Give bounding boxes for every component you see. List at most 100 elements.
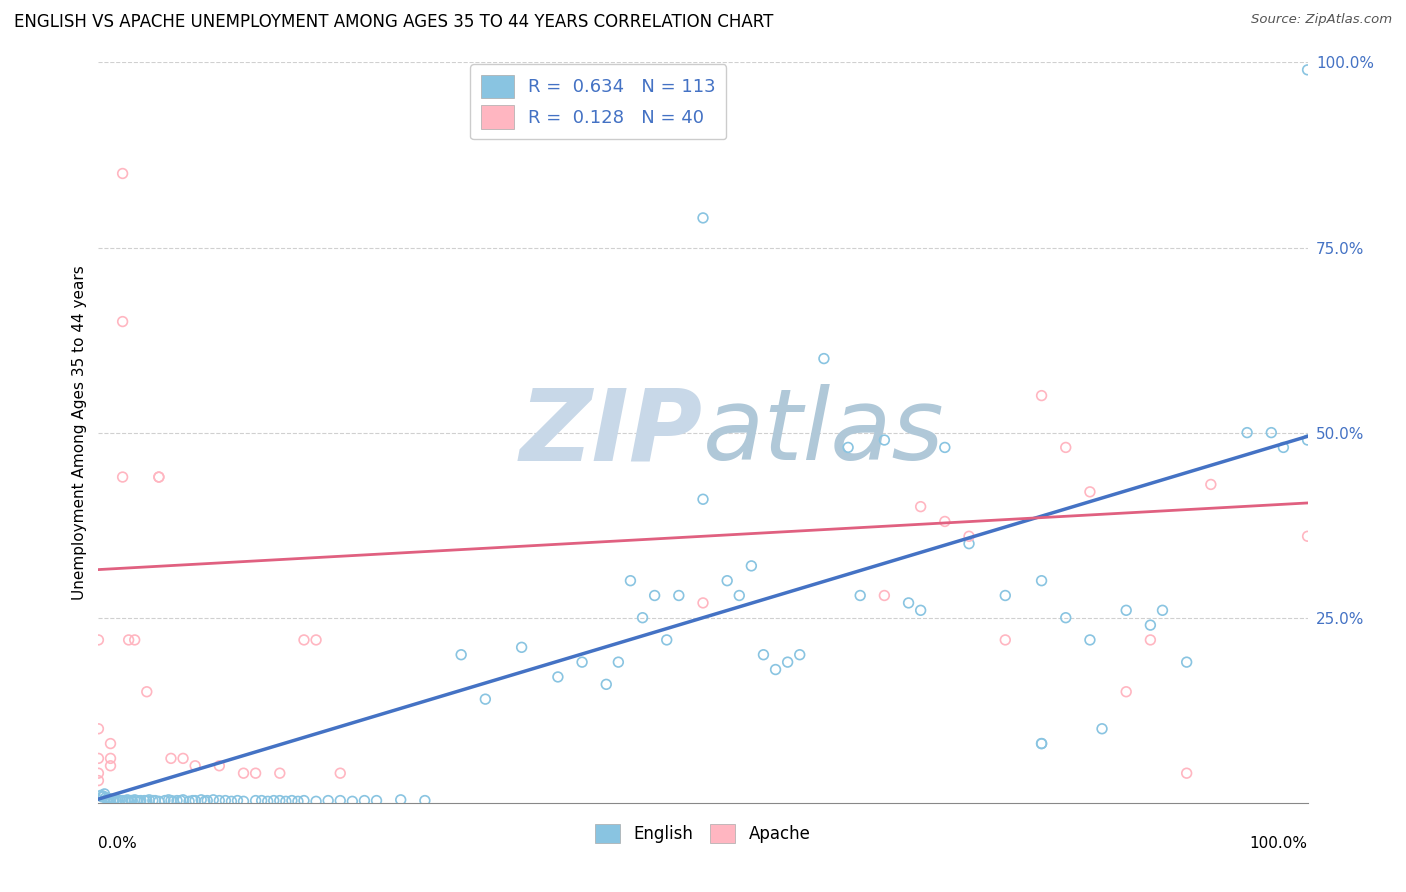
Point	[111, 166, 134, 180]
Point	[668, 589, 690, 603]
Point	[957, 529, 980, 543]
Point	[157, 793, 180, 807]
Point	[1139, 618, 1161, 632]
Point	[100, 792, 122, 806]
Point	[111, 794, 134, 808]
Point	[100, 751, 122, 765]
Point	[256, 794, 278, 808]
Point	[96, 792, 118, 806]
Point	[607, 655, 630, 669]
Text: 100.0%: 100.0%	[1250, 836, 1308, 851]
Point	[547, 670, 569, 684]
Point	[107, 793, 129, 807]
Text: ZIP: ZIP	[520, 384, 703, 481]
Point	[934, 441, 956, 455]
Point	[142, 794, 165, 808]
Point	[111, 314, 134, 328]
Legend: English, Apache: English, Apache	[589, 817, 817, 850]
Point	[87, 632, 110, 647]
Point	[692, 211, 714, 225]
Point	[873, 589, 896, 603]
Point	[1296, 62, 1319, 77]
Point	[957, 536, 980, 550]
Point	[595, 677, 617, 691]
Text: atlas: atlas	[703, 384, 945, 481]
Point	[87, 773, 110, 788]
Point	[450, 648, 472, 662]
Point	[127, 794, 149, 808]
Point	[353, 794, 375, 808]
Point	[100, 758, 122, 772]
Point	[245, 794, 267, 808]
Y-axis label: Unemployment Among Ages 35 to 44 years: Unemployment Among Ages 35 to 44 years	[72, 265, 87, 600]
Text: Source: ZipAtlas.com: Source: ZipAtlas.com	[1251, 13, 1392, 27]
Point	[202, 793, 225, 807]
Point	[98, 793, 121, 807]
Point	[1175, 766, 1198, 780]
Point	[232, 766, 254, 780]
Text: ENGLISH VS APACHE UNEMPLOYMENT AMONG AGES 35 TO 44 YEARS CORRELATION CHART: ENGLISH VS APACHE UNEMPLOYMENT AMONG AGE…	[14, 13, 773, 31]
Point	[263, 794, 285, 808]
Point	[1031, 388, 1053, 402]
Point	[160, 751, 183, 765]
Point	[1115, 685, 1137, 699]
Point	[389, 793, 412, 807]
Point	[138, 793, 160, 807]
Point	[172, 793, 194, 807]
Point	[1139, 632, 1161, 647]
Point	[214, 794, 236, 808]
Point	[305, 794, 328, 808]
Point	[194, 794, 217, 808]
Point	[934, 515, 956, 529]
Point	[179, 794, 201, 808]
Point	[994, 632, 1017, 647]
Point	[813, 351, 835, 366]
Point	[305, 632, 328, 647]
Point	[111, 470, 134, 484]
Point	[644, 589, 666, 603]
Point	[128, 794, 150, 808]
Point	[101, 794, 124, 808]
Point	[910, 500, 932, 514]
Point	[994, 589, 1017, 603]
Point	[1115, 603, 1137, 617]
Point	[292, 794, 315, 808]
Point	[118, 794, 141, 808]
Point	[269, 766, 291, 780]
Point	[776, 655, 799, 669]
Point	[1236, 425, 1258, 440]
Point	[232, 794, 254, 808]
Point	[292, 632, 315, 647]
Point	[274, 794, 297, 808]
Point	[87, 766, 110, 780]
Point	[121, 794, 143, 808]
Point	[226, 794, 249, 808]
Point	[87, 722, 110, 736]
Point	[329, 794, 352, 808]
Point	[1296, 433, 1319, 447]
Point	[195, 794, 218, 808]
Point	[1272, 441, 1295, 455]
Point	[129, 794, 152, 808]
Point	[287, 794, 309, 808]
Point	[114, 794, 136, 808]
Point	[108, 794, 131, 808]
Point	[169, 794, 191, 808]
Point	[181, 794, 204, 808]
Point	[413, 794, 436, 808]
Point	[329, 766, 352, 780]
Point	[692, 596, 714, 610]
Point	[124, 632, 146, 647]
Point	[221, 794, 243, 808]
Point	[765, 663, 787, 677]
Point	[1152, 603, 1174, 617]
Point	[1175, 655, 1198, 669]
Point	[1078, 632, 1101, 647]
Point	[94, 790, 117, 805]
Point	[250, 794, 273, 808]
Text: 0.0%: 0.0%	[98, 836, 138, 851]
Point	[1031, 737, 1053, 751]
Point	[752, 648, 775, 662]
Point	[124, 793, 146, 807]
Point	[740, 558, 762, 573]
